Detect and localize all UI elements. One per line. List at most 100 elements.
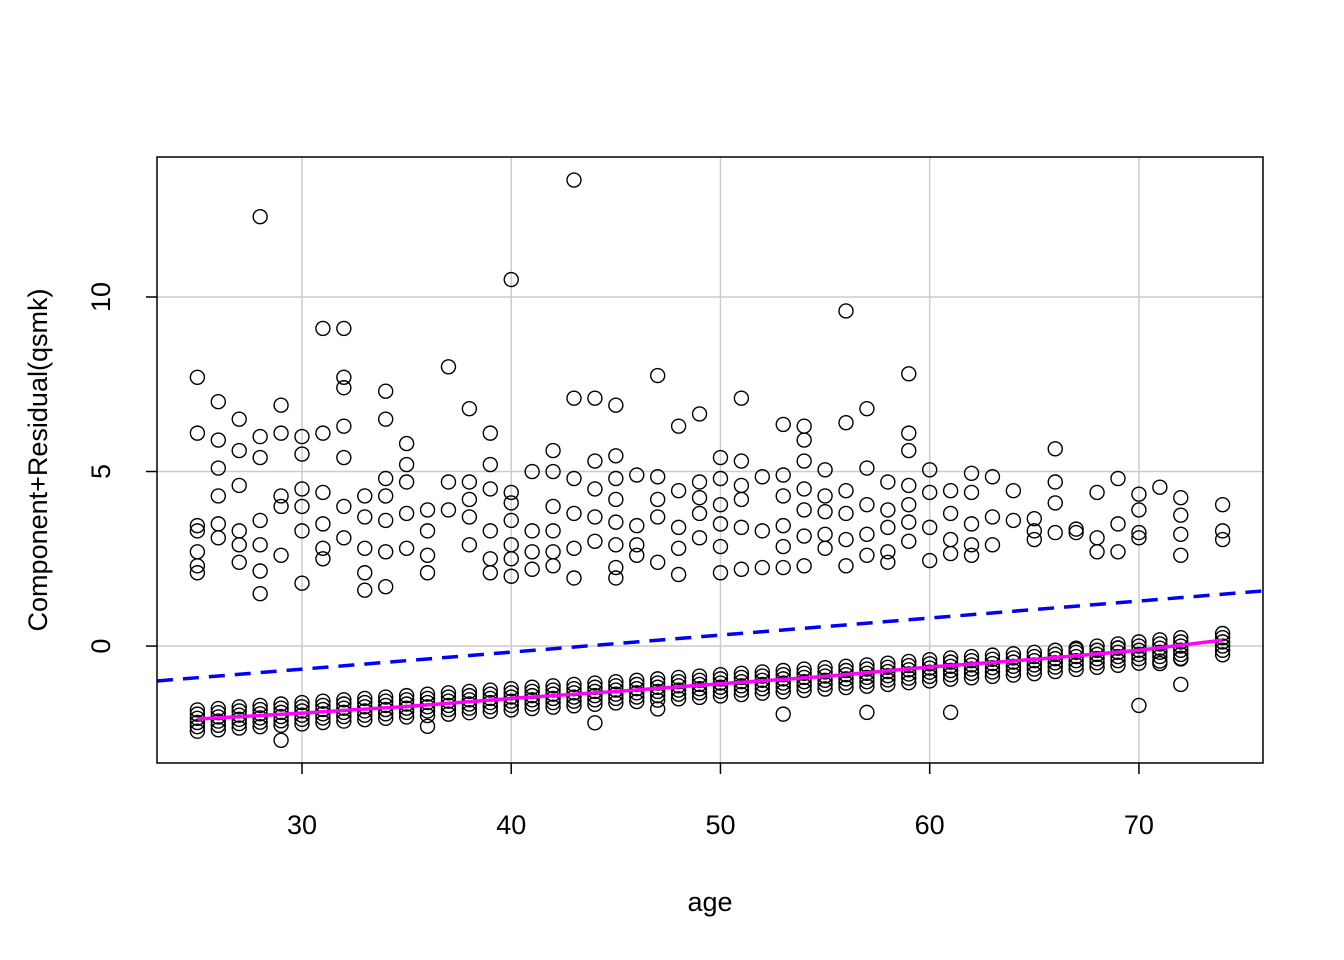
data-point [210,530,227,546]
data-point [1047,646,1063,663]
data-point [1131,530,1147,546]
data-point [524,700,540,717]
data-point [608,673,624,690]
data-point [691,406,708,422]
data-point [649,491,666,508]
data-point [294,498,310,515]
data-point [461,537,478,553]
data-point [1047,441,1063,457]
data-point [419,565,436,581]
data-point [273,696,289,712]
data-point [859,496,875,513]
data-point [775,488,791,504]
data-point [838,414,854,431]
data-point [398,456,415,473]
data-point [377,512,394,529]
data-point [670,691,687,707]
data-point [629,517,645,534]
data-point [336,449,352,466]
data-point [712,666,729,683]
data-point [817,540,833,557]
data-point [273,397,289,413]
data-point [1131,697,1147,714]
data-point [545,678,561,694]
data-point [210,488,227,504]
data-point [984,651,1001,668]
data-point [1026,661,1043,677]
data-point [1214,496,1231,513]
data-point [649,692,666,708]
data-point [524,523,540,539]
data-point [691,530,708,546]
data-point [712,679,729,695]
data-point [670,483,687,499]
data-point [503,484,519,501]
data-point [1214,642,1231,658]
data-point [461,696,478,712]
data-point [336,369,352,385]
data-point [545,699,561,715]
data-point [587,533,603,550]
data-point [859,526,875,543]
data-point [1173,642,1189,658]
data-point [189,523,206,539]
plot-frame [156,156,1264,764]
data-point [859,460,875,476]
data-point [963,670,980,686]
data-point [608,686,624,702]
data-point [880,502,896,518]
data-point [859,661,875,677]
data-point [503,495,519,511]
data-point [482,456,499,473]
data-point [1110,470,1126,487]
data-point [545,463,561,480]
data-point [754,668,771,684]
axes: 30 40 50 60 70 0 5 10 [86,282,1154,840]
data-point [942,662,959,679]
data-point [733,453,750,469]
data-point [963,661,980,677]
data-point [252,710,268,726]
data-point [231,537,247,553]
data-point [796,502,812,518]
data-point [1173,507,1189,523]
data-point [189,706,206,722]
data-point [231,699,247,715]
data-point [503,680,519,697]
data-point [670,519,687,536]
data-point [587,696,603,713]
data-point [210,516,227,532]
data-point [440,474,457,490]
data-point [712,565,729,581]
data-point [796,453,812,469]
data-point [273,488,289,504]
data-point [712,688,729,704]
data-point [357,540,373,557]
data-point [629,547,645,563]
data-point [587,390,603,406]
data-point [817,672,833,688]
data-point [294,716,310,732]
data-point [1173,547,1189,563]
data-point [461,683,478,700]
data-point [984,537,1001,553]
data-point [649,469,666,485]
data-point [1005,662,1022,679]
data-point [691,672,708,688]
data-point [210,460,227,476]
data-point [1026,665,1043,682]
data-point [859,547,875,563]
data-point [1068,521,1084,537]
data-point [336,700,352,716]
data-point [859,678,875,694]
data-point [733,561,750,577]
smooth-fit-line [197,638,1223,721]
data-point [670,673,687,690]
data-point [482,551,499,567]
data-point [921,484,938,501]
data-point [1214,531,1231,548]
data-point [880,676,896,693]
data-point [796,661,812,677]
points [189,172,1231,749]
data-point [315,540,331,557]
